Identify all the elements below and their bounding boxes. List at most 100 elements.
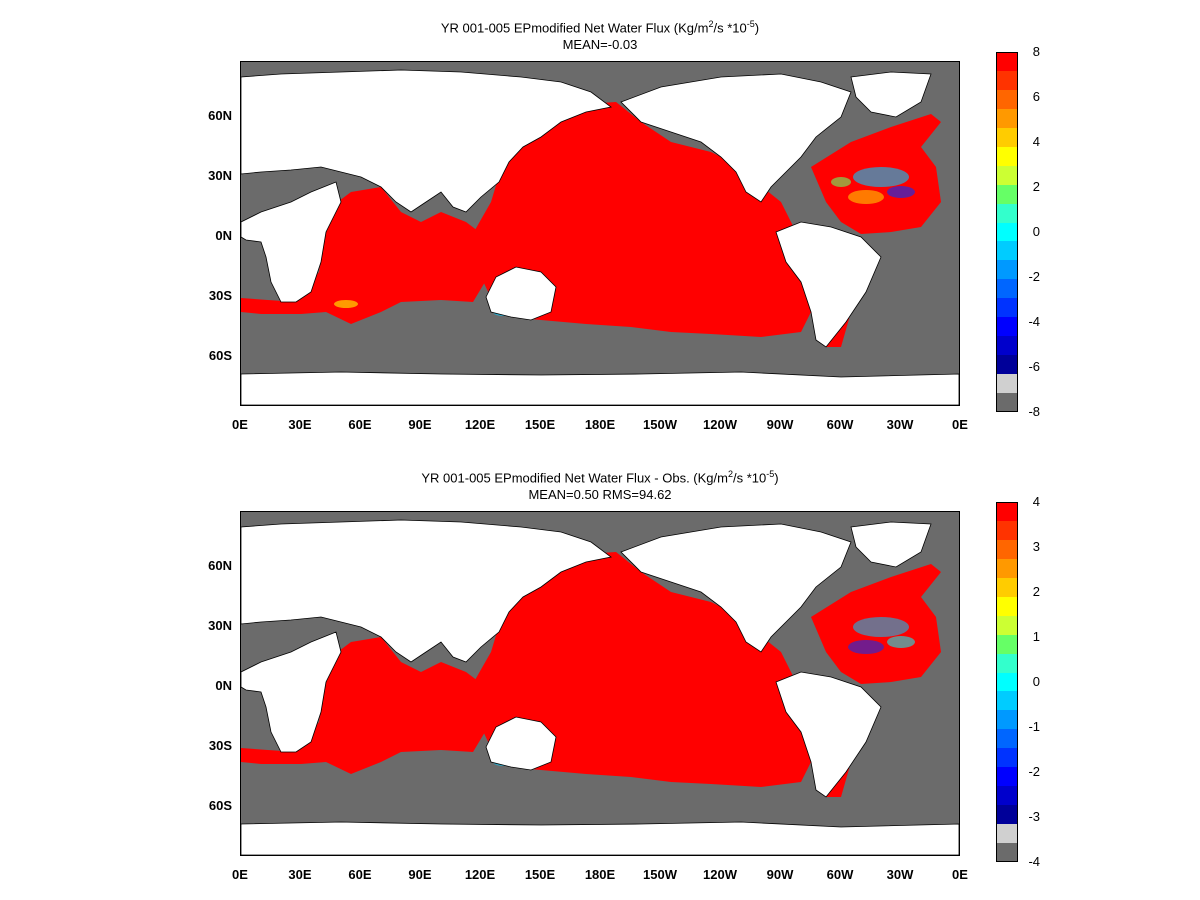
ocean-high-region bbox=[241, 187, 491, 324]
colorbar-segment bbox=[996, 146, 1018, 166]
ocean-high-region bbox=[471, 552, 816, 787]
colorbar-segment bbox=[996, 279, 1018, 299]
colorbar-segment bbox=[996, 653, 1018, 673]
lon-label: 0E bbox=[232, 417, 248, 432]
colorbar-frame bbox=[996, 52, 1018, 412]
colorbar-tick-label: 1 bbox=[1032, 629, 1040, 644]
lon-label: 90E bbox=[408, 867, 432, 882]
lon-label: 120W bbox=[703, 867, 737, 882]
colorbar-segment bbox=[996, 165, 1018, 185]
colorbar-segment bbox=[996, 203, 1018, 223]
colorbar-segment bbox=[996, 298, 1018, 318]
lon-label: 0E bbox=[952, 867, 968, 882]
colorbar-segment bbox=[996, 786, 1018, 806]
lon-label: 0E bbox=[232, 867, 248, 882]
colorbar-segment bbox=[996, 52, 1018, 71]
colorbar-segment bbox=[996, 89, 1018, 109]
colorbar-tick-label: -6 bbox=[1028, 359, 1040, 374]
lat-label: 30N bbox=[208, 618, 232, 633]
lon-label: 90W bbox=[766, 867, 794, 882]
lat-label: 60N bbox=[208, 558, 232, 573]
ocean-high-region bbox=[471, 102, 816, 337]
colorbar-segment bbox=[996, 558, 1018, 578]
lon-label: 60W bbox=[826, 417, 854, 432]
colorbar-segment bbox=[996, 615, 1018, 635]
lat-label: 60S bbox=[208, 798, 232, 813]
colorbar bbox=[996, 52, 1018, 413]
lat-label: 30S bbox=[208, 288, 232, 303]
panel-bottom: YR 001-005 EPmodified Net Water Flux - O… bbox=[0, 450, 1200, 900]
colorbar-tick-label: 0 bbox=[1032, 224, 1040, 239]
title-text: YR 001-005 EPmodified Net Water Flux - O… bbox=[421, 470, 728, 486]
lat-label: 60S bbox=[208, 348, 232, 363]
colorbar-tick-label: 3 bbox=[1032, 539, 1040, 554]
colorbar-segment bbox=[996, 127, 1018, 147]
panel-subtitle: MEAN=-0.03 bbox=[562, 37, 638, 52]
lat-label: 0N bbox=[215, 228, 232, 243]
lon-label: 150E bbox=[524, 417, 556, 432]
title-superscript: 2 bbox=[727, 469, 733, 479]
lon-label: 30E bbox=[288, 867, 312, 882]
lon-label: 120W bbox=[703, 417, 737, 432]
lon-label: 180E bbox=[584, 867, 616, 882]
colorbar-tick-label: 0 bbox=[1032, 674, 1040, 689]
colorbar-tick-label: -2 bbox=[1028, 764, 1040, 779]
lon-label: 120E bbox=[464, 417, 496, 432]
colorbar-segment bbox=[996, 691, 1018, 711]
lon-label: 90W bbox=[766, 417, 794, 432]
panel-title: YR 001-005 EPmodified Net Water Flux (Kg… bbox=[240, 16, 960, 36]
colorbar-tick-label: -4 bbox=[1028, 854, 1040, 869]
panel-top: YR 001-005 EPmodified Net Water Flux (Kg… bbox=[208, 16, 1040, 432]
colorbar-tick-label: -4 bbox=[1028, 314, 1040, 329]
colorbar-segment bbox=[996, 767, 1018, 787]
land-masses bbox=[241, 69, 959, 405]
title-text: /s *10 bbox=[732, 470, 767, 486]
colorbar-segment bbox=[996, 260, 1018, 280]
colorbar-tick-label: 2 bbox=[1032, 584, 1040, 599]
lon-label: 150W bbox=[643, 417, 677, 432]
colorbar-tick-label: 4 bbox=[1032, 134, 1040, 149]
colorbar-tick-label: -2 bbox=[1028, 269, 1040, 284]
title-superscript: 2 bbox=[708, 19, 714, 29]
title-text: ) bbox=[754, 20, 760, 36]
colorbar bbox=[996, 502, 1018, 863]
colorbar-tick-label: 8 bbox=[1032, 44, 1040, 59]
colorbar-segment bbox=[996, 184, 1018, 204]
colorbar-segment bbox=[996, 843, 1018, 863]
ocean-high-region bbox=[241, 637, 491, 774]
colorbar-frame bbox=[996, 502, 1018, 862]
colorbar-segment bbox=[996, 824, 1018, 844]
colorbar-tick-label: -1 bbox=[1028, 719, 1040, 734]
lat-label: 30S bbox=[208, 738, 232, 753]
lon-label: 60E bbox=[348, 417, 372, 432]
lon-label: 120E bbox=[464, 867, 496, 882]
colorbar-tick-label: 4 bbox=[1032, 494, 1040, 509]
lon-label: 30W bbox=[886, 417, 914, 432]
lon-label: 30W bbox=[886, 867, 914, 882]
world-map bbox=[240, 511, 960, 856]
colorbar-segment bbox=[996, 729, 1018, 749]
map-svg bbox=[241, 62, 959, 405]
colorbar-segment bbox=[996, 596, 1018, 616]
title-superscript: -5 bbox=[766, 469, 775, 479]
lon-label: 60W bbox=[826, 867, 854, 882]
colorbar-segment bbox=[996, 577, 1018, 597]
colorbar-segment bbox=[996, 108, 1018, 128]
colorbar-tick-label: 6 bbox=[1032, 89, 1040, 104]
colorbar-segment bbox=[996, 539, 1018, 559]
colorbar-segment bbox=[996, 70, 1018, 90]
title-text: ) bbox=[774, 470, 779, 486]
mixed-flux-patches bbox=[334, 167, 915, 316]
colorbar-tick-label: -8 bbox=[1028, 404, 1040, 419]
colorbar-segment bbox=[996, 502, 1018, 521]
colorbar-tick-label: 2 bbox=[1032, 179, 1040, 194]
colorbar-tick-label: -3 bbox=[1028, 809, 1040, 824]
lon-label: 90E bbox=[408, 417, 432, 432]
title-text: /s *10 bbox=[713, 20, 747, 36]
map-svg bbox=[241, 512, 959, 855]
colorbar-segment bbox=[996, 672, 1018, 692]
land-masses bbox=[241, 519, 959, 855]
colorbar-segment bbox=[996, 374, 1018, 394]
colorbar-segment bbox=[996, 241, 1018, 261]
colorbar-segment bbox=[996, 393, 1018, 413]
